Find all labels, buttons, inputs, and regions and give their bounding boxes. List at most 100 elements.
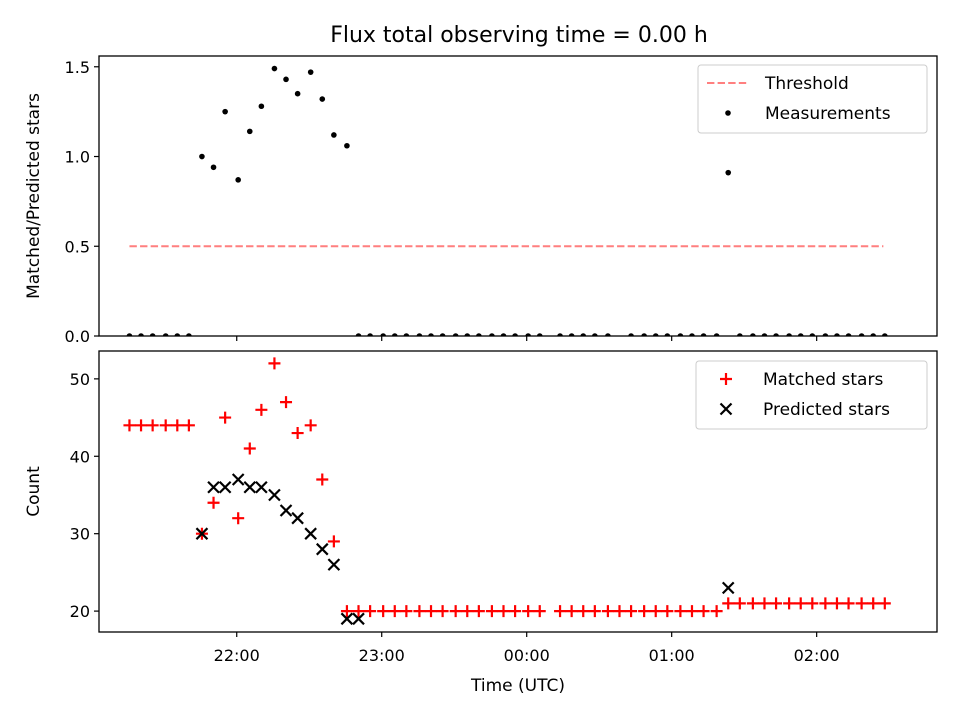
measurements-point-23 xyxy=(403,333,410,336)
matched-stars-point-41 xyxy=(625,605,638,618)
matched-stars-series xyxy=(123,357,891,618)
predicted-stars-point-4 xyxy=(243,480,257,494)
x-tick-label: 01:00 xyxy=(649,646,695,665)
measurements-point-36 xyxy=(568,333,575,336)
measurements-point-26 xyxy=(439,333,446,336)
measurements-point-45 xyxy=(689,333,695,336)
matched-stars-point-49 xyxy=(722,597,735,610)
matched-stars-point-0 xyxy=(123,419,136,432)
legend-1: Matched stars Predicted stars xyxy=(695,360,928,430)
measurements-point-15 xyxy=(307,69,314,75)
matched-stars-point-38 xyxy=(588,605,601,618)
matched-stars-point-11 xyxy=(255,403,268,416)
measurements-point-19 xyxy=(355,333,362,336)
y-tick-label: 0.0 xyxy=(65,327,90,346)
measurements-point-16 xyxy=(319,96,326,102)
measurements-point-35 xyxy=(557,333,563,336)
legend-box xyxy=(695,360,928,430)
measurements-point-49 xyxy=(737,333,743,336)
measurements-point-52 xyxy=(773,333,779,336)
measurements-point-53 xyxy=(786,333,792,336)
matched-stars-point-26 xyxy=(436,605,449,618)
plot-area-1 xyxy=(123,357,891,626)
matched-stars-point-62 xyxy=(878,597,891,610)
matched-stars-point-29 xyxy=(472,605,485,618)
measurements-point-41 xyxy=(641,333,647,336)
matched-stars-point-54 xyxy=(783,597,796,610)
matched-stars-point-52 xyxy=(758,597,771,610)
matched-stars-point-5 xyxy=(182,419,195,432)
legend-handle-predicted-stars-point-0 xyxy=(719,402,733,416)
matched-stars-point-3 xyxy=(159,419,172,432)
bottom-panel: 20 30 40 50 22:00 23:00 00:00 01:00 02:00 Count Ti… xyxy=(24,350,938,696)
predicted-stars-point-8 xyxy=(291,511,304,525)
measurements-point-6 xyxy=(199,153,205,160)
measurements-point-51 xyxy=(761,333,768,336)
predicted-stars-point-3 xyxy=(231,473,245,486)
matched-stars-point-36 xyxy=(565,605,578,618)
x-tick-label: 02:00 xyxy=(794,646,840,665)
matched-stars-point-10 xyxy=(243,442,256,455)
matched-stars-point-21 xyxy=(377,605,390,618)
predicted-stars-point-5 xyxy=(255,480,268,494)
measurements-point-58 xyxy=(845,333,852,336)
matched-stars-point-61 xyxy=(867,597,880,610)
y-tick-label: 1.0 xyxy=(65,148,90,167)
measurements-point-10 xyxy=(246,128,253,135)
matched-stars-point-28 xyxy=(461,605,474,618)
measurements-point-8 xyxy=(222,108,228,115)
matched-stars-point-43 xyxy=(649,605,662,618)
measurements-point-56 xyxy=(822,333,829,336)
measurements-point-37 xyxy=(580,333,587,336)
matched-stars-point-51 xyxy=(746,597,759,610)
matched-stars-point-20 xyxy=(364,605,377,618)
matched-stars-point-50 xyxy=(733,597,746,610)
matched-stars-point-31 xyxy=(497,605,510,618)
measurements-point-21 xyxy=(380,333,386,336)
y-tick-label: 1.5 xyxy=(65,58,90,77)
matched-stars-point-2 xyxy=(146,419,159,432)
matched-stars-point-24 xyxy=(413,605,426,618)
matched-stars-point-37 xyxy=(577,605,590,618)
measurements-point-28 xyxy=(464,333,471,336)
matched-stars-point-34 xyxy=(533,605,546,618)
matched-stars-point-55 xyxy=(794,597,807,610)
matched-stars-point-1 xyxy=(135,419,148,432)
measurements-point-0 xyxy=(126,333,133,336)
measurements-point-44 xyxy=(677,333,684,336)
matched-stars-point-25 xyxy=(425,605,438,618)
matched-stars-point-56 xyxy=(806,597,819,610)
measurements-point-48 xyxy=(725,169,732,176)
measurements-point-55 xyxy=(809,333,816,336)
x-tick-label: 23:00 xyxy=(359,646,405,665)
x-axis-label: Time (UTC) xyxy=(470,676,565,696)
measurements-point-57 xyxy=(834,333,840,336)
matched-stars-point-19 xyxy=(352,605,365,618)
measurements-point-47 xyxy=(713,333,720,336)
predicted-stars-point-13 xyxy=(352,612,365,626)
measurements-point-25 xyxy=(428,333,434,336)
matched-stars-point-18 xyxy=(340,605,353,618)
y-tick-label: 40 xyxy=(70,447,90,466)
legend-label-measurements: Measurements xyxy=(765,104,891,124)
measurements-point-12 xyxy=(271,65,278,72)
plot-area-0 xyxy=(126,65,888,336)
predicted-stars-point-9 xyxy=(304,527,317,540)
matched-stars-point-9 xyxy=(232,512,245,525)
measurements-point-31 xyxy=(500,333,507,336)
axes-frame-0 xyxy=(98,55,938,337)
y-tick-label: 50 xyxy=(70,370,90,389)
y-axis-label: Count xyxy=(24,466,44,517)
predicted-stars-point-12 xyxy=(340,612,354,626)
measurements-point-9 xyxy=(235,177,241,183)
legend-label-predicted-stars: Predicted stars xyxy=(763,400,890,420)
matched-stars-point-58 xyxy=(830,597,843,610)
measurements-point-20 xyxy=(367,333,373,336)
matched-stars-point-59 xyxy=(842,597,855,610)
measurements-point-24 xyxy=(416,333,423,336)
measurements-point-7 xyxy=(210,164,217,171)
matched-stars-point-53 xyxy=(770,597,783,610)
matched-stars-point-30 xyxy=(485,605,498,618)
predicted-stars-point-7 xyxy=(279,504,293,517)
